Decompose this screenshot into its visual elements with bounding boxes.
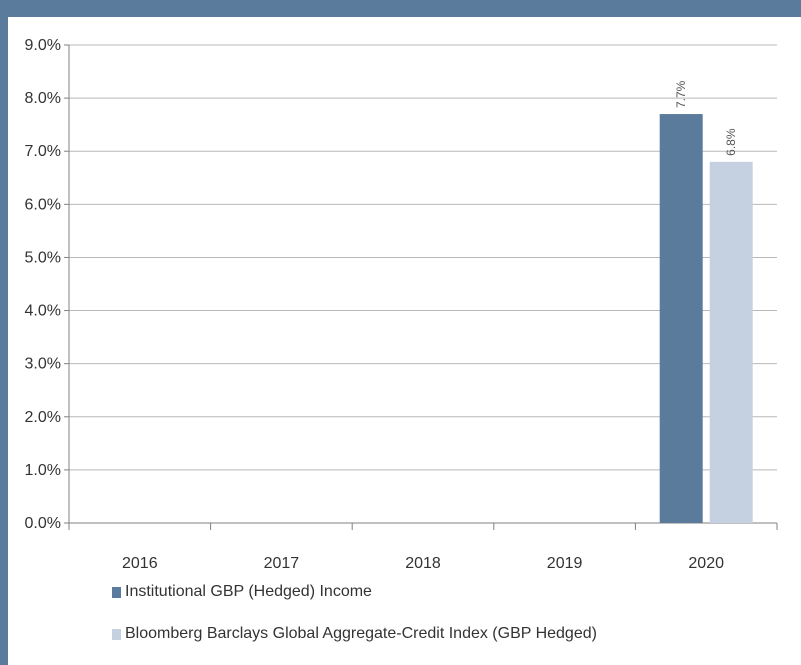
legend-swatch-institutional: [112, 586, 121, 598]
y-tick-label: 5.0%: [25, 249, 61, 266]
x-tick-label: 2018: [405, 555, 441, 572]
chart-frame-left-gap: [8, 17, 9, 665]
legend-item-bloomberg: Bloomberg Barclays Global Aggregate-Cred…: [112, 625, 597, 643]
y-tick-label: 7.0%: [25, 143, 61, 160]
y-tick-label: 9.0%: [25, 37, 61, 54]
y-tick-label: 3.0%: [25, 356, 61, 373]
chart-frame-top-border: [0, 0, 801, 17]
chart-frame-left-border: [0, 0, 8, 665]
x-tick-label: 2017: [264, 555, 300, 572]
y-tick-label: 2.0%: [25, 409, 61, 426]
y-tick-label: 8.0%: [25, 90, 61, 107]
y-tick-label: 0.0%: [25, 515, 61, 532]
bar: [709, 161, 753, 523]
x-tick-label: 2020: [688, 555, 724, 572]
x-tick-label: 2016: [122, 555, 158, 572]
legend-label-institutional: Institutional GBP (Hedged) Income: [125, 583, 372, 600]
data-labels: 7.7% 6.8%: [674, 80, 738, 155]
y-tick-label: 1.0%: [25, 462, 61, 479]
axes: [64, 44, 778, 530]
y-axis-tick-labels: 0.0% 1.0% 2.0% 3.0% 4.0% 5.0% 6.0% 7.0% 8.0% 9.0%: [25, 37, 61, 532]
y-tick-label: 4.0%: [25, 303, 61, 320]
data-label: 6.8%: [724, 128, 738, 156]
legend-item-institutional: Institutional GBP (Hedged) Income: [112, 583, 372, 601]
y-tick-label: 6.0%: [25, 196, 61, 213]
bar: [659, 114, 703, 524]
x-axis-tick-labels: 2016 2017 2018 2019 2020: [122, 555, 724, 572]
legend-label-bloomberg: Bloomberg Barclays Global Aggregate-Cred…: [125, 625, 597, 642]
legend-swatch-bloomberg: [112, 628, 121, 640]
x-tick-label: 2019: [547, 555, 583, 572]
data-label: 7.7%: [674, 80, 688, 108]
gridlines: [69, 44, 777, 471]
bars: [659, 114, 753, 524]
